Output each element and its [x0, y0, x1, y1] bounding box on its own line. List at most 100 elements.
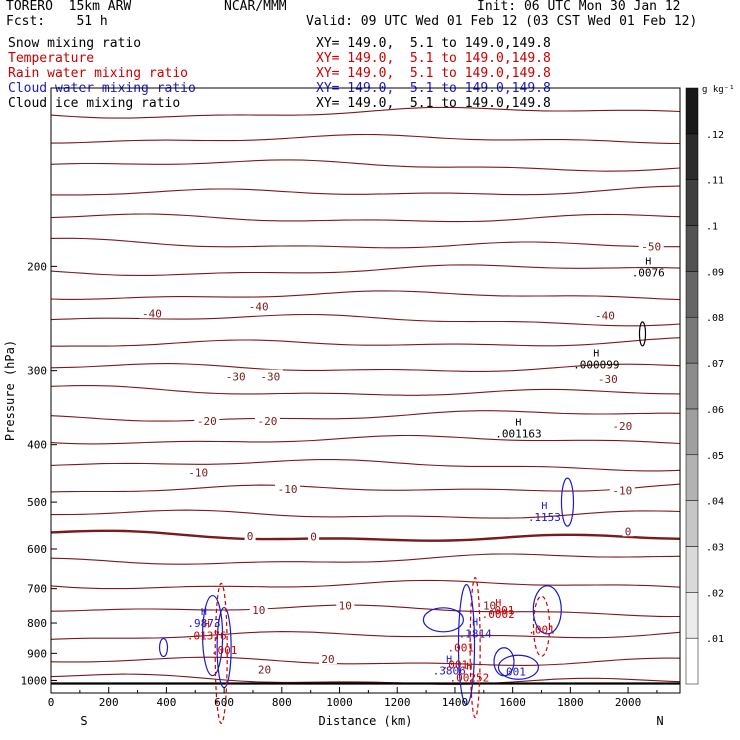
isotherm-line: [50, 290, 681, 301]
colorbar-cell: [685, 546, 699, 593]
label-bg: [308, 529, 320, 542]
label-bg: [249, 602, 268, 615]
colorbar-cell: [685, 592, 699, 639]
temperature-label: 0: [310, 531, 317, 544]
isotherm-line: [50, 385, 681, 396]
valid-time: Valid: 09 UTC Wed 01 Feb 12 (03 CST Wed …: [306, 14, 698, 29]
maximum-marker: H: [472, 617, 478, 628]
contour-value: .001: [499, 666, 526, 679]
temperature-label: -40: [142, 307, 162, 320]
isotherm-line: [50, 237, 680, 249]
colorbar-cell: [685, 362, 699, 410]
isotherm-line: [50, 264, 681, 276]
isotherm-line: [50, 553, 681, 565]
x-tick-label: 2000: [615, 696, 642, 709]
label-bg: [257, 369, 283, 382]
temperature-label: -20: [612, 420, 632, 433]
x-tick-label: 1400: [442, 696, 469, 709]
colorbar-cell: [685, 637, 699, 685]
label-bg: [255, 662, 274, 675]
x-tick-label: 1800: [557, 696, 584, 709]
colorbar-tick-label: .1: [706, 222, 718, 233]
maximum-value: .1153: [528, 511, 561, 524]
cloud-water-contour: [532, 585, 562, 635]
label-bg: [185, 465, 211, 478]
model-title: TORERO 15km ARW: [6, 0, 132, 14]
isotherm-line: [50, 363, 681, 372]
colorbar-tick-label: .02: [706, 588, 724, 599]
maximum-value: .3806: [433, 664, 466, 677]
x-tick-label: 800: [272, 696, 292, 709]
cloud-water-contour: [457, 584, 476, 706]
colorbar-tick-label: .06: [706, 405, 724, 416]
maximum-marker: H: [541, 501, 547, 512]
temperature-label: 20: [321, 653, 334, 666]
label-bg: [244, 528, 256, 541]
temperature-label: -30: [260, 371, 280, 384]
maximum-marker: H: [593, 349, 599, 360]
maximum-value: .000099: [573, 359, 619, 372]
isotherm-layer: [50, 106, 681, 685]
cloud-water-contour: [560, 477, 575, 527]
y-tick-label: 900: [27, 647, 47, 660]
legend-cloud-ice: Cloud ice mixing ratio: [8, 96, 181, 111]
label-bg: [318, 651, 337, 664]
temperature-label: -10: [278, 483, 298, 496]
temperature-label: -10: [188, 467, 208, 480]
x-tick-label: 200: [99, 696, 119, 709]
x-tick-label: 0: [48, 696, 55, 709]
temperature-label: 10: [252, 604, 265, 617]
colorbar-cell: [685, 225, 699, 272]
colorbar-tick-label: .04: [706, 497, 724, 508]
y-tick-label: 600: [27, 543, 47, 556]
legend-rain-xy: XY= 149.0, 5.1 to 149.0,149.8: [316, 66, 551, 81]
colorbar-cell: [685, 133, 699, 180]
isotherm-line: [51, 509, 681, 519]
rain-contour: [469, 576, 481, 719]
x-tick-label: 1600: [499, 696, 526, 709]
maximum-marker: H: [466, 661, 472, 672]
isotherm-line: [51, 337, 681, 347]
south-label: S: [80, 714, 87, 728]
contour-value: .001: [528, 623, 555, 636]
maximum-value: .1814: [459, 627, 492, 640]
label-bg: [638, 239, 664, 252]
maximum-value: .0076: [632, 267, 665, 280]
isotherm-line: [51, 185, 681, 196]
colorbar-tick-label: .03: [706, 542, 724, 553]
temperature-label: -50: [641, 240, 661, 253]
maximum-value: .00252: [449, 671, 489, 684]
maximum-value: .001163: [495, 428, 541, 441]
y-tick-label: 400: [27, 439, 47, 452]
temperature-label: -20: [197, 415, 217, 428]
temperature-label: -40: [595, 309, 615, 322]
cloud-water-contour: [201, 594, 224, 677]
label-bg: [480, 598, 499, 611]
init-time: Init: 06 UTC Mon 30 Jan 12: [477, 0, 681, 14]
isotherm-line: [50, 656, 681, 666]
legend-snow-xy: XY= 149.0, 5.1 to 149.0,149.8: [316, 36, 551, 51]
y-tick-label: 700: [27, 583, 47, 596]
plot-frame: [50, 87, 681, 694]
isotherm-line: [50, 410, 681, 422]
temperature-label: 10: [339, 600, 352, 613]
colorbar-cell: [685, 179, 699, 226]
temperature-label: 20: [258, 663, 271, 676]
isotherm-line: [50, 434, 681, 445]
cloud-water-contour: [497, 654, 540, 680]
y-tick-label: 1000: [21, 674, 48, 687]
isotherm-line: [50, 604, 680, 618]
label-bg: [336, 598, 355, 611]
colorbar-cell: [685, 454, 699, 501]
north-label: N: [656, 714, 663, 728]
label-bg: [139, 306, 165, 319]
maximum-marker: H: [515, 418, 521, 429]
y-tick-label: 300: [27, 365, 47, 378]
label-bg: [194, 414, 220, 427]
label-bg: [592, 308, 618, 321]
cloud-ice-contour: [638, 321, 647, 347]
temperature-label: -20: [257, 415, 277, 428]
temperature-label: 0: [247, 530, 254, 543]
maximum-marker: H: [645, 257, 651, 268]
